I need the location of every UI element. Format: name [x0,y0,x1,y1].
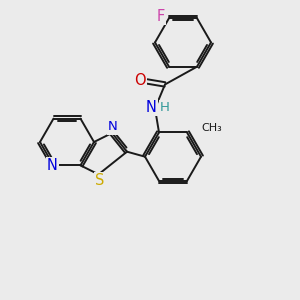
Text: N: N [47,158,58,173]
Text: H: H [160,101,170,114]
Text: CH₃: CH₃ [201,123,222,134]
Text: S: S [95,173,104,188]
Text: F: F [157,9,165,24]
Text: N: N [146,100,156,115]
Text: N: N [108,121,118,134]
Text: O: O [134,73,146,88]
